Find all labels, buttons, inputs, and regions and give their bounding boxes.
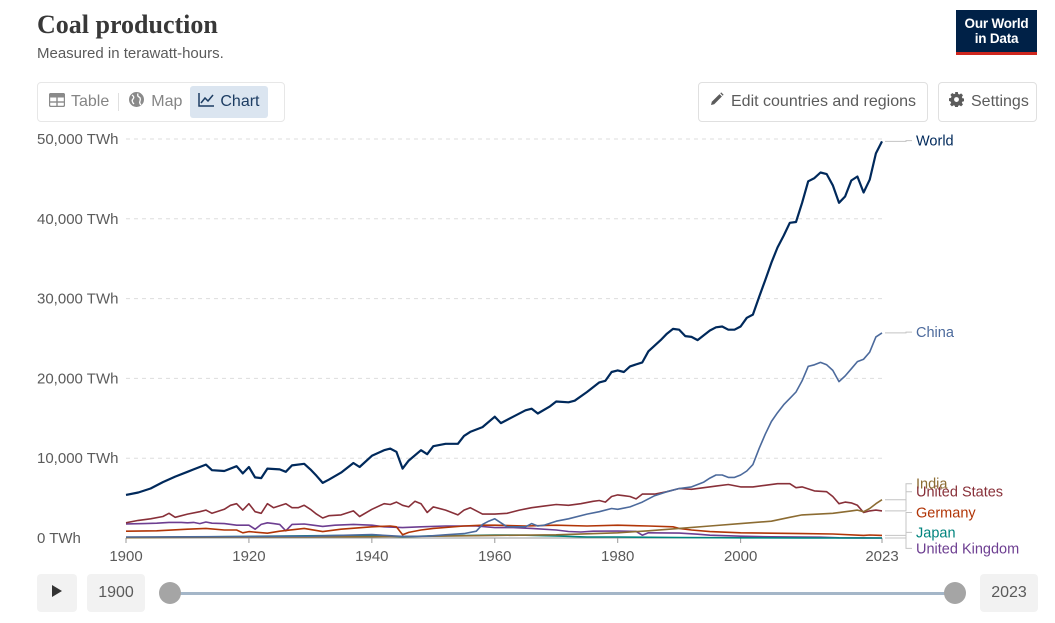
tab-divider [118, 93, 120, 111]
tab-table-label: Table [71, 93, 110, 110]
label-connector-world [885, 140, 912, 142]
chart-subtitle: Measured in terawatt-hours. [37, 45, 224, 62]
owid-logo[interactable]: Our World in Data [956, 10, 1037, 55]
table-icon [48, 92, 66, 112]
edit-countries-button[interactable]: Edit countries and regions [698, 82, 928, 122]
tab-map-label: Map [151, 93, 183, 110]
timeline-end-handle[interactable] [944, 582, 966, 604]
settings-button[interactable]: Settings [938, 82, 1037, 122]
y-tick-label: 10,000 TWh [37, 450, 118, 467]
chart-series [125, 140, 883, 539]
timeline-start-year: 1900 [87, 574, 145, 612]
timeline-end-year: 2023 [980, 574, 1038, 612]
y-tick-label: 50,000 TWh [37, 131, 118, 148]
series-line-world [125, 140, 883, 496]
x-tick-label: 2000 [724, 548, 757, 565]
line-chart-icon [198, 92, 215, 112]
series-label-world: World [916, 134, 954, 150]
logo-text-line1: Our World [964, 16, 1029, 31]
tab-chart[interactable]: Chart [190, 86, 268, 118]
x-tick-label: 1920 [232, 548, 265, 565]
logo-accent-bar [956, 52, 1037, 55]
gear-icon [949, 92, 965, 112]
globe-icon [128, 91, 145, 113]
label-connector-united-kingdom [885, 537, 912, 549]
series-line-united-states [125, 482, 883, 524]
settings-label: Settings [971, 93, 1029, 110]
label-connector-germany [885, 512, 912, 536]
play-icon [51, 584, 63, 603]
label-connector-united-states [885, 491, 912, 512]
series-label-china: China [916, 325, 955, 341]
series-line-germany [125, 524, 883, 537]
x-tick-label: 1980 [601, 548, 634, 565]
x-axis: 1900 1920 1940 1960 1980 2000 2023 [109, 538, 899, 565]
chart-grid [126, 138, 882, 539]
y-tick-label: 20,000 TWh [37, 370, 118, 387]
y-tick-label: 40,000 TWh [37, 211, 118, 228]
view-tabs: Table Map Chart [37, 82, 285, 122]
logo-text-line2: in Data [974, 31, 1019, 46]
timeline-start-handle[interactable] [159, 582, 181, 604]
tab-map[interactable]: Map [120, 86, 190, 118]
tab-table[interactable]: Table [41, 86, 117, 118]
x-tick-label: 1960 [478, 548, 511, 565]
series-label-germany: Germany [916, 505, 976, 521]
series-label-united-kingdom: United Kingdom [916, 541, 1019, 557]
x-tick-label: 1940 [355, 548, 388, 565]
series-label-japan: Japan [916, 525, 956, 541]
series-line-china [125, 332, 883, 538]
timeline-track[interactable] [170, 592, 955, 595]
label-connector-china [885, 331, 912, 334]
x-tick-label: 1900 [109, 548, 142, 565]
y-tick-label: 30,000 TWh [37, 291, 118, 308]
series-label-india: India [916, 477, 948, 493]
pencil-icon [709, 92, 724, 112]
series-label-united-states: United States [916, 485, 1003, 501]
y-axis: 0 TWh 10,000 TWh 20,000 TWh 30,000 TWh 40,00… [37, 131, 118, 547]
x-tick-label: 2023 [865, 548, 898, 565]
chart-title: Coal production [37, 10, 218, 39]
y-tick-label: 0 TWh [37, 530, 81, 547]
play-button[interactable] [37, 574, 77, 612]
series-line-india [125, 499, 883, 539]
tab-chart-label: Chart [220, 93, 260, 110]
edit-countries-label: Edit countries and regions [731, 93, 916, 110]
